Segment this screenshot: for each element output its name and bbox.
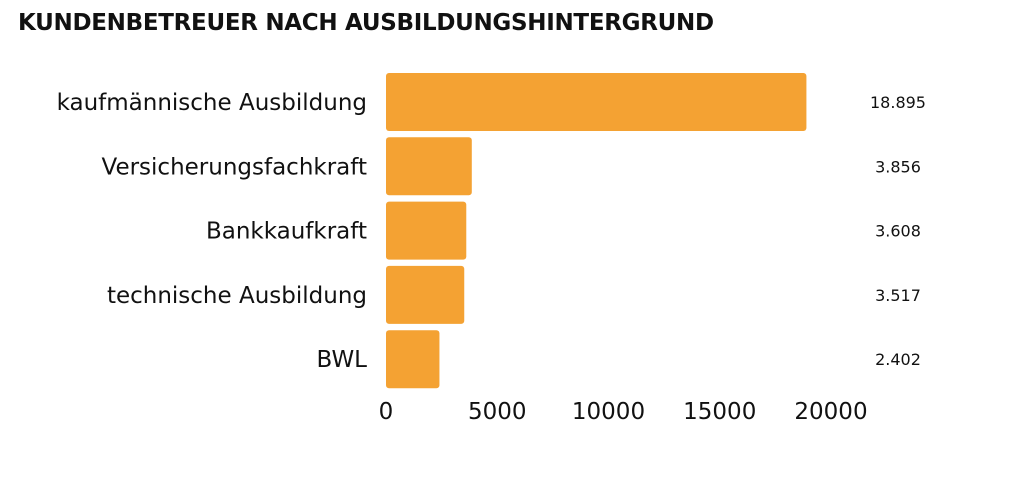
category-label: Bankkaufkraft — [206, 219, 367, 245]
x-tick-label: 15000 — [683, 399, 756, 425]
x-tick-label: 0 — [379, 399, 394, 425]
x-tick-label: 20000 — [794, 399, 867, 425]
bar — [386, 137, 472, 196]
x-tick-label: 5000 — [468, 399, 527, 425]
bar — [386, 73, 807, 131]
value-label: 2.402 — [875, 350, 921, 369]
chart-title: KUNDENBETREUER NACH AUSBILDUNGSHINTERGRU… — [18, 10, 714, 36]
value-label: 18.895 — [870, 93, 926, 112]
value-label: 3.608 — [875, 222, 921, 241]
category-label: Versicherungsfachkraft — [102, 154, 368, 180]
category-label: BWL — [316, 347, 367, 373]
value-label: 3.517 — [875, 286, 921, 305]
x-tick-label: 10000 — [572, 399, 645, 425]
category-label: kaufmännische Ausbildung — [57, 90, 367, 116]
category-label: technische Ausbildung — [107, 283, 367, 309]
bar — [386, 265, 465, 324]
bar — [386, 201, 467, 260]
value-label: 3.856 — [875, 157, 921, 176]
bar — [386, 330, 440, 389]
